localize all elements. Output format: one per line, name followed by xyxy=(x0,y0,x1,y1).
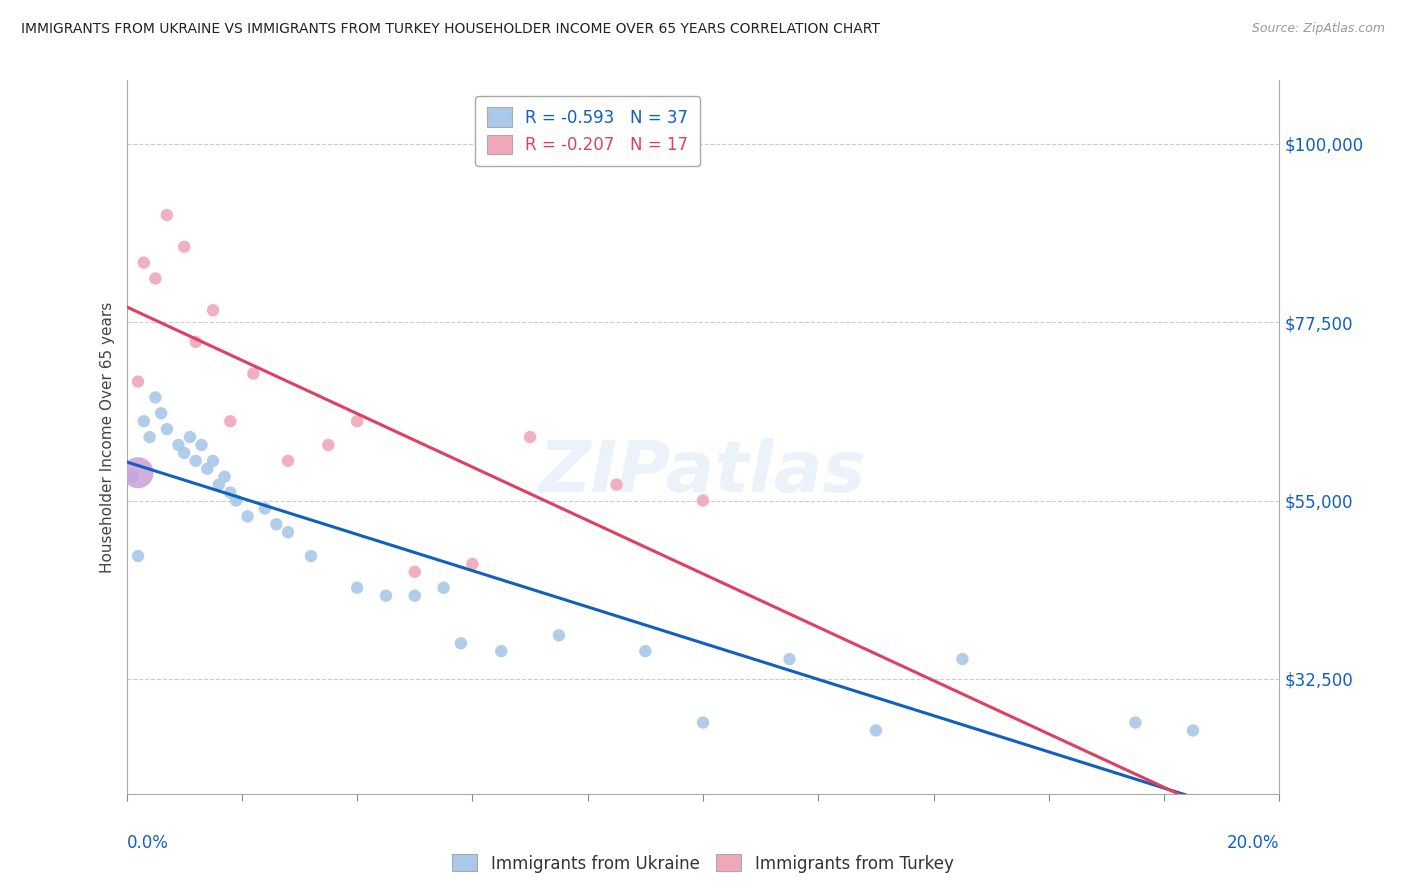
Text: IMMIGRANTS FROM UKRAINE VS IMMIGRANTS FROM TURKEY HOUSEHOLDER INCOME OVER 65 YEA: IMMIGRANTS FROM UKRAINE VS IMMIGRANTS FR… xyxy=(21,22,880,37)
Point xyxy=(219,414,242,428)
Text: Source: ZipAtlas.com: Source: ZipAtlas.com xyxy=(1251,22,1385,36)
Point xyxy=(318,438,340,452)
Point xyxy=(404,565,426,579)
Point xyxy=(374,589,398,603)
Point xyxy=(138,430,160,444)
Point xyxy=(1181,723,1204,738)
Point xyxy=(195,462,218,476)
Legend: R = -0.593   N = 37, R = -0.207   N = 17: R = -0.593 N = 37, R = -0.207 N = 17 xyxy=(475,95,700,166)
Point xyxy=(127,466,149,480)
Point xyxy=(404,589,426,603)
Point xyxy=(127,549,149,563)
Point xyxy=(121,469,143,483)
Point xyxy=(519,430,541,444)
Point xyxy=(491,644,513,658)
Point xyxy=(132,255,155,269)
Point xyxy=(179,430,201,444)
Point xyxy=(167,438,190,452)
Point xyxy=(865,723,887,738)
Point xyxy=(299,549,322,563)
Y-axis label: Householder Income Over 65 years: Householder Income Over 65 years xyxy=(100,301,115,573)
Point xyxy=(145,391,166,405)
Point xyxy=(219,485,242,500)
Text: ZIPatlas: ZIPatlas xyxy=(540,438,866,508)
Point xyxy=(190,438,212,452)
Point xyxy=(132,414,155,428)
Point xyxy=(253,501,276,516)
Point xyxy=(634,644,657,658)
Point xyxy=(277,525,299,540)
Point xyxy=(202,303,225,318)
Point xyxy=(208,477,231,491)
Point xyxy=(277,454,299,468)
Point xyxy=(184,454,207,468)
Point xyxy=(236,509,259,524)
Point xyxy=(692,493,714,508)
Point xyxy=(433,581,456,595)
Point xyxy=(346,581,368,595)
Point xyxy=(184,334,207,349)
Point xyxy=(779,652,801,666)
Point xyxy=(692,715,714,730)
Point xyxy=(173,240,195,254)
Point xyxy=(150,406,173,420)
Point xyxy=(548,628,571,642)
Point xyxy=(450,636,472,650)
Point xyxy=(225,493,247,508)
Point xyxy=(266,517,288,532)
Text: 0.0%: 0.0% xyxy=(127,834,169,852)
Point xyxy=(950,652,973,666)
Point xyxy=(214,469,236,483)
Legend: Immigrants from Ukraine, Immigrants from Turkey: Immigrants from Ukraine, Immigrants from… xyxy=(446,847,960,880)
Point xyxy=(1125,715,1147,730)
Point xyxy=(606,477,628,491)
Point xyxy=(156,208,179,222)
Point xyxy=(145,271,166,285)
Text: 20.0%: 20.0% xyxy=(1227,834,1279,852)
Point xyxy=(242,367,264,381)
Point xyxy=(156,422,179,436)
Point xyxy=(346,414,368,428)
Point xyxy=(173,446,195,460)
Point xyxy=(461,557,484,571)
Point xyxy=(202,454,225,468)
Point xyxy=(127,375,149,389)
